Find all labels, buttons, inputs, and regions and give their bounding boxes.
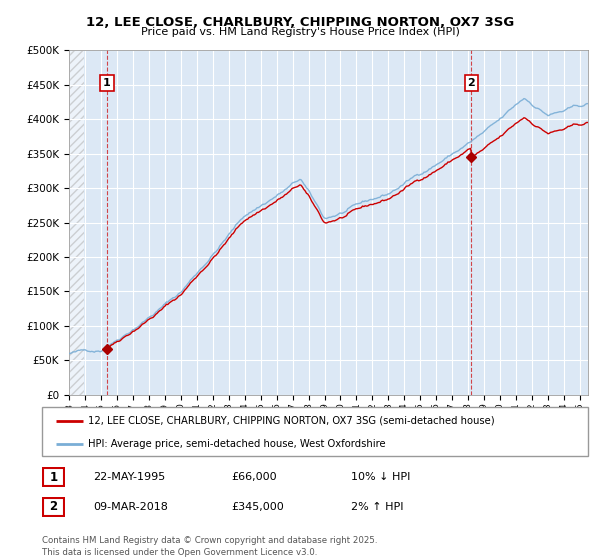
Text: £66,000: £66,000 — [231, 472, 277, 482]
Text: 12, LEE CLOSE, CHARLBURY, CHIPPING NORTON, OX7 3SG: 12, LEE CLOSE, CHARLBURY, CHIPPING NORTO… — [86, 16, 514, 29]
Text: Price paid vs. HM Land Registry's House Price Index (HPI): Price paid vs. HM Land Registry's House … — [140, 27, 460, 37]
Text: 2: 2 — [49, 500, 58, 514]
Text: 2: 2 — [467, 78, 475, 88]
Text: 09-MAR-2018: 09-MAR-2018 — [93, 502, 168, 512]
Text: 2% ↑ HPI: 2% ↑ HPI — [351, 502, 404, 512]
Text: 10% ↓ HPI: 10% ↓ HPI — [351, 472, 410, 482]
FancyBboxPatch shape — [43, 498, 64, 516]
FancyBboxPatch shape — [43, 468, 64, 486]
Text: 12, LEE CLOSE, CHARLBURY, CHIPPING NORTON, OX7 3SG (semi-detached house): 12, LEE CLOSE, CHARLBURY, CHIPPING NORTO… — [88, 416, 495, 426]
Text: Contains HM Land Registry data © Crown copyright and database right 2025.
This d: Contains HM Land Registry data © Crown c… — [42, 536, 377, 557]
Text: £345,000: £345,000 — [231, 502, 284, 512]
Text: 1: 1 — [49, 470, 58, 484]
FancyBboxPatch shape — [42, 407, 588, 456]
Text: 1: 1 — [103, 78, 111, 88]
Text: 22-MAY-1995: 22-MAY-1995 — [93, 472, 165, 482]
Text: HPI: Average price, semi-detached house, West Oxfordshire: HPI: Average price, semi-detached house,… — [88, 438, 386, 449]
